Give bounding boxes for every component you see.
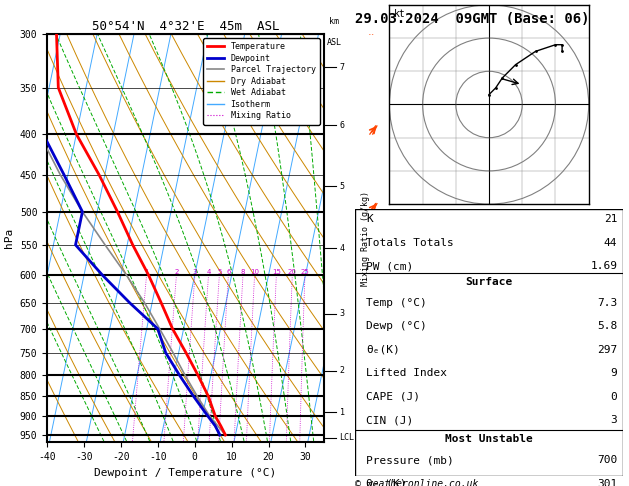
Text: 3: 3: [340, 309, 345, 318]
Text: 21: 21: [604, 214, 618, 225]
Text: 297: 297: [597, 345, 618, 355]
Text: 2: 2: [174, 269, 179, 275]
Title: 50°54'N  4°32'E  45m  ASL: 50°54'N 4°32'E 45m ASL: [92, 20, 279, 33]
Text: Surface: Surface: [465, 277, 513, 287]
Text: 7: 7: [340, 63, 345, 71]
Y-axis label: hPa: hPa: [4, 228, 14, 248]
Text: 10: 10: [250, 269, 259, 275]
Text: 1.69: 1.69: [591, 261, 618, 271]
Text: CAPE (J): CAPE (J): [366, 392, 420, 402]
Text: 25: 25: [301, 269, 309, 275]
Text: 44: 44: [604, 238, 618, 248]
Text: 29.03.2024  09GMT (Base: 06): 29.03.2024 09GMT (Base: 06): [355, 12, 590, 26]
Text: Lifted Index: Lifted Index: [366, 368, 447, 379]
Text: 6: 6: [340, 121, 345, 130]
Text: 2: 2: [340, 366, 345, 375]
Text: 20: 20: [288, 269, 297, 275]
Text: θₑ (K): θₑ (K): [366, 479, 406, 486]
Text: LCL: LCL: [340, 434, 355, 442]
Text: 700: 700: [597, 455, 618, 466]
Text: Temp (°C): Temp (°C): [366, 298, 427, 308]
Text: 1: 1: [144, 269, 149, 275]
Text: 5: 5: [217, 269, 221, 275]
Text: 0: 0: [611, 392, 618, 402]
Text: kt: kt: [393, 9, 405, 19]
Text: 8: 8: [241, 269, 245, 275]
Text: θₑ(K): θₑ(K): [366, 345, 400, 355]
Text: Totals Totals: Totals Totals: [366, 238, 454, 248]
Text: ASL: ASL: [327, 38, 342, 47]
Text: 5.8: 5.8: [597, 321, 618, 331]
Text: PW (cm): PW (cm): [366, 261, 413, 271]
Text: 15: 15: [272, 269, 281, 275]
Text: 7.3: 7.3: [597, 298, 618, 308]
Legend: Temperature, Dewpoint, Parcel Trajectory, Dry Adiabat, Wet Adiabat, Isotherm, Mi: Temperature, Dewpoint, Parcel Trajectory…: [203, 38, 320, 124]
Text: Dewp (°C): Dewp (°C): [366, 321, 427, 331]
Text: 3: 3: [611, 416, 618, 425]
Text: K: K: [366, 214, 373, 225]
Text: Pressure (mb): Pressure (mb): [366, 455, 454, 466]
X-axis label: Dewpoint / Temperature (°C): Dewpoint / Temperature (°C): [94, 468, 277, 478]
Text: 5: 5: [340, 182, 345, 191]
Text: km: km: [330, 17, 339, 26]
Text: Mixing Ratio (g/kg): Mixing Ratio (g/kg): [362, 191, 370, 286]
Text: 6: 6: [226, 269, 231, 275]
Text: Most Unstable: Most Unstable: [445, 434, 533, 444]
Text: 301: 301: [597, 479, 618, 486]
Text: 4: 4: [206, 269, 211, 275]
Text: © weatheronline.co.uk: © weatheronline.co.uk: [355, 479, 479, 486]
Text: 1: 1: [340, 408, 345, 417]
Text: 9: 9: [611, 368, 618, 379]
Text: 3: 3: [192, 269, 197, 275]
Text: CIN (J): CIN (J): [366, 416, 413, 425]
Text: 4: 4: [340, 243, 345, 253]
